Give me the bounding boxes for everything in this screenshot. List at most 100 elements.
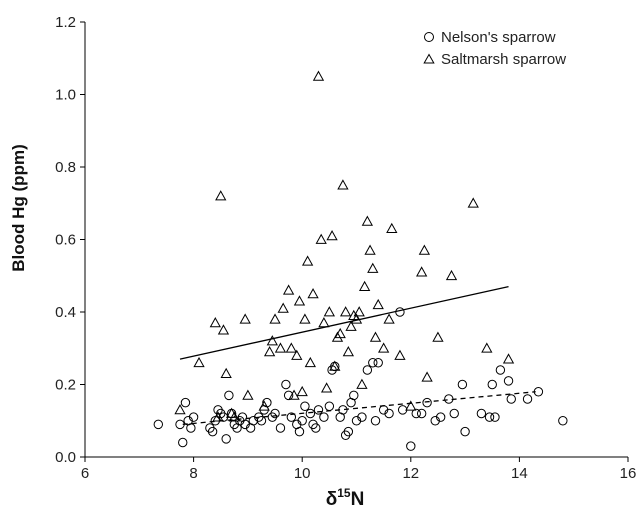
saltmarsh-sparrow-point [174, 404, 186, 415]
nelsons-sparrow-point [256, 416, 267, 426]
saltmarsh-sparrow-point [337, 179, 349, 190]
x-tick-label: 10 [294, 465, 311, 482]
nelsons-sparrow-point [349, 390, 359, 401]
saltmarsh-sparrow-point [361, 215, 374, 226]
saltmarsh-sparrow-point [432, 331, 444, 342]
saltmarsh-sparrow-point [323, 306, 335, 317]
x-axis-title-superscript: 15 [337, 486, 351, 500]
saltmarsh-sparrow-point [239, 313, 251, 324]
nelsons-sparrow-point [457, 379, 468, 390]
nelsons-sparrow-point [406, 441, 416, 451]
saltmarsh-sparrow-point [326, 230, 338, 241]
nelsons-sparrow-point [297, 416, 307, 426]
saltmarsh-sparrow-trend-line [179, 285, 509, 360]
nelsons-sparrow-point [487, 379, 497, 390]
saltmarsh-sparrow-point [291, 349, 303, 360]
saltmarsh-sparrow-point [320, 382, 333, 393]
y-tick-label: 1.2 [55, 14, 76, 31]
saltmarsh-sparrow-point [312, 70, 325, 81]
saltmarsh-sparrow-point [502, 353, 515, 364]
saltmarsh-sparrow-point [301, 255, 314, 266]
saltmarsh-sparrow-point [215, 190, 227, 201]
saltmarsh-sparrow-point [445, 269, 458, 281]
saltmarsh-sparrow-point [342, 346, 355, 357]
nelsons-sparrow-point [449, 408, 459, 419]
saltmarsh-sparrow-point [481, 342, 493, 353]
x-tick-label: 16 [620, 465, 637, 482]
saltmarsh-sparrow-point [209, 317, 221, 328]
nelsons-sparrow-point [533, 387, 544, 397]
nelsons-sparrow-point [224, 390, 234, 401]
nelsons-sparrow-point [370, 416, 381, 426]
nelsons-sparrow-point [476, 408, 487, 419]
saltmarsh-sparrow-point [383, 313, 395, 324]
saltmarsh-sparrow-point [315, 233, 327, 244]
trend-lines [179, 285, 536, 426]
y-tick-label: 0.2 [55, 377, 76, 394]
nelsons-sparrow-point [178, 437, 188, 448]
nelsons-sparrow-point [416, 408, 427, 419]
legend-label-nelsons-sparrow: Nelson's sparrow [441, 29, 556, 46]
saltmarsh-sparrow-point [217, 324, 230, 335]
y-tick-label: 0.4 [55, 304, 76, 321]
saltmarsh-sparrow-point [356, 378, 368, 389]
x-axis-title-delta: δ [326, 489, 338, 510]
nelsons-sparrow-point [384, 408, 394, 419]
saltmarsh-sparrow-point [418, 244, 431, 255]
saltmarsh-sparrow-point [386, 222, 398, 233]
y-tick-label: 0.6 [55, 232, 76, 249]
nelsons-sparrow-point [506, 394, 516, 404]
nelsons-sparrow-point [275, 423, 286, 433]
saltmarsh-sparrow-point [258, 400, 270, 411]
nelsons-sparrow-point [368, 358, 378, 368]
y-tick-label: 0.0 [55, 449, 76, 466]
nelsons-sparrow-point [558, 416, 568, 426]
nelsons-sparrow-point [373, 358, 383, 368]
nelsons-sparrow-point [270, 408, 280, 419]
saltmarsh-sparrow-point [299, 313, 311, 324]
saltmarsh-sparrow-point [331, 331, 344, 342]
nelsons-sparrow-point [338, 405, 348, 415]
saltmarsh-sparrow-point [350, 313, 363, 324]
nelsons-sparrow-point [319, 412, 329, 422]
x-axis-title-suffix: N [351, 489, 365, 510]
saltmarsh-sparrow-point [285, 342, 297, 353]
nelsons-sparrow-point [188, 412, 199, 422]
saltmarsh-sparrow-point [329, 360, 341, 371]
nelsons-sparrow-point [460, 426, 470, 437]
nelsons-sparrow-point [281, 379, 291, 390]
nelsons-sparrow-point [175, 419, 185, 430]
saltmarsh-sparrow-point [334, 327, 346, 339]
y-tick-label: 1.0 [55, 87, 76, 104]
saltmarsh-sparrow-point [307, 288, 319, 299]
nelsons-sparrow-point [357, 412, 367, 422]
nelsons-sparrow-point [422, 397, 432, 408]
legend-marker-nelsons-sparrow [424, 32, 434, 42]
saltmarsh-sparrow-point [421, 371, 433, 382]
saltmarsh-sparrow-point [220, 367, 232, 378]
saltmarsh-sparrow-point [367, 262, 379, 273]
saltmarsh-sparrow-point [304, 356, 316, 368]
saltmarsh-sparrow-point [242, 389, 254, 400]
saltmarsh-sparrow-point [293, 295, 306, 306]
y-axis-title: Blood Hg (ppm) [9, 144, 28, 271]
x-tick-label: 14 [511, 465, 528, 482]
y-axis-ticks: 0.0 0.2 0.4 0.6 0.8 1.0 1.2 [55, 14, 85, 466]
saltmarsh-sparrow-point [228, 411, 240, 422]
nelsons-sparrow-point [395, 307, 405, 317]
saltmarsh-sparrow-point [339, 306, 352, 317]
nelsons-sparrow-point [294, 426, 305, 437]
saltmarsh-sparrow-point [288, 389, 300, 400]
nelsons-sparrow-point [490, 412, 500, 422]
plot-area: 6 8 10 12 14 16 0.0 0.2 0.4 0.6 0.8 1.0 1.2 [55, 14, 636, 482]
saltmarsh-sparrow-point [364, 244, 376, 255]
nelsons-sparrow-point [503, 376, 514, 386]
data-points [153, 70, 568, 451]
saltmarsh-sparrow-point [394, 349, 406, 360]
nelsons-sparrow-point [435, 412, 446, 422]
saltmarsh-sparrow-point [467, 197, 479, 208]
nelsons-sparrow-point [362, 365, 373, 375]
nelsons-sparrow-point [180, 397, 191, 408]
legend-marker-saltmarsh-sparrow [423, 53, 435, 64]
saltmarsh-sparrow-point [318, 317, 330, 328]
